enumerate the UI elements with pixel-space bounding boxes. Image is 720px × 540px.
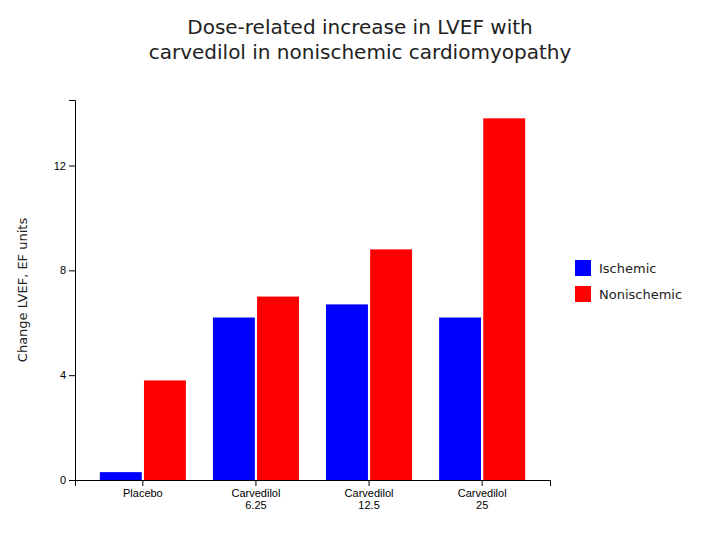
bar <box>326 304 368 480</box>
y-tick: 12 <box>54 160 75 172</box>
y-tick-label: 0 <box>60 474 66 486</box>
legend-item: Ischemic <box>575 260 656 276</box>
x-tick-label-line: 12.5 <box>358 499 379 511</box>
x-tick-mark <box>255 480 256 486</box>
x-tick: Carvedilol6.25 <box>231 480 280 511</box>
x-tick-mark <box>482 480 483 486</box>
plot: PlaceboCarvedilol6.25Carvedilol12.5Carve… <box>15 101 551 512</box>
y-tick-label: 12 <box>54 160 66 172</box>
y-tick-mark <box>69 480 75 481</box>
bar <box>370 249 412 480</box>
legend: Ischemic Nonischemic <box>575 260 682 302</box>
x-tick-label-line: 25 <box>476 499 488 511</box>
bar <box>144 380 186 480</box>
legend-swatch <box>575 260 591 276</box>
x-tick: Placebo <box>123 480 163 499</box>
y-tick-mark <box>69 166 75 167</box>
x-tick-label: Carvedilol12.5 <box>345 487 394 512</box>
x-tick-label-line: 6.25 <box>245 499 266 511</box>
bar <box>100 472 142 480</box>
legend-item: Nonischemic <box>575 286 682 302</box>
legend-swatch <box>575 286 591 302</box>
x-tick-mark <box>142 480 143 486</box>
chart: Dose-related increase in LVEF withcarved… <box>0 0 720 540</box>
y-axis-line <box>69 101 76 481</box>
y-tick: 4 <box>60 369 75 381</box>
bar <box>483 118 525 480</box>
y-tick: 0 <box>60 474 75 486</box>
legend-label: Nonischemic <box>599 287 682 302</box>
y-tick-mark <box>69 270 75 271</box>
x-tick: Carvedilol25 <box>458 480 507 511</box>
y-tick: 8 <box>60 264 75 276</box>
legend-label: Ischemic <box>599 261 656 276</box>
y-tick-label: 8 <box>60 264 66 276</box>
bar <box>439 318 481 480</box>
x-tick-label-line: Carvedilol <box>231 487 280 499</box>
x-tick-label: Carvedilol6.25 <box>231 487 280 512</box>
title-line: Dose-related increase in LVEF with <box>187 15 532 39</box>
bar <box>257 297 299 480</box>
y-axis: 0 4 8 12 <box>54 101 76 487</box>
x-tick-mark <box>369 480 370 486</box>
x-axis: PlaceboCarvedilol6.25Carvedilol12.5Carve… <box>76 480 551 511</box>
y-tick-mark <box>69 375 75 376</box>
x-tick-label-line: Placebo <box>123 487 163 499</box>
x-tick: Carvedilol12.5 <box>345 480 394 511</box>
y-axis-label: Change LVEF, EF units <box>15 218 30 363</box>
x-tick-label: Carvedilol25 <box>458 487 507 512</box>
bars <box>100 118 525 480</box>
title-line: carvedilol in nonischemic cardiomyopathy <box>149 40 572 64</box>
x-axis-line <box>76 481 551 487</box>
bar <box>213 318 255 480</box>
x-tick-label: Placebo <box>123 487 163 499</box>
x-tick-label-line: Carvedilol <box>458 487 507 499</box>
series <box>144 118 525 480</box>
x-tick-label-line: Carvedilol <box>345 487 394 499</box>
title: Dose-related increase in LVEF withcarved… <box>149 15 572 64</box>
y-tick-label: 4 <box>60 369 66 381</box>
